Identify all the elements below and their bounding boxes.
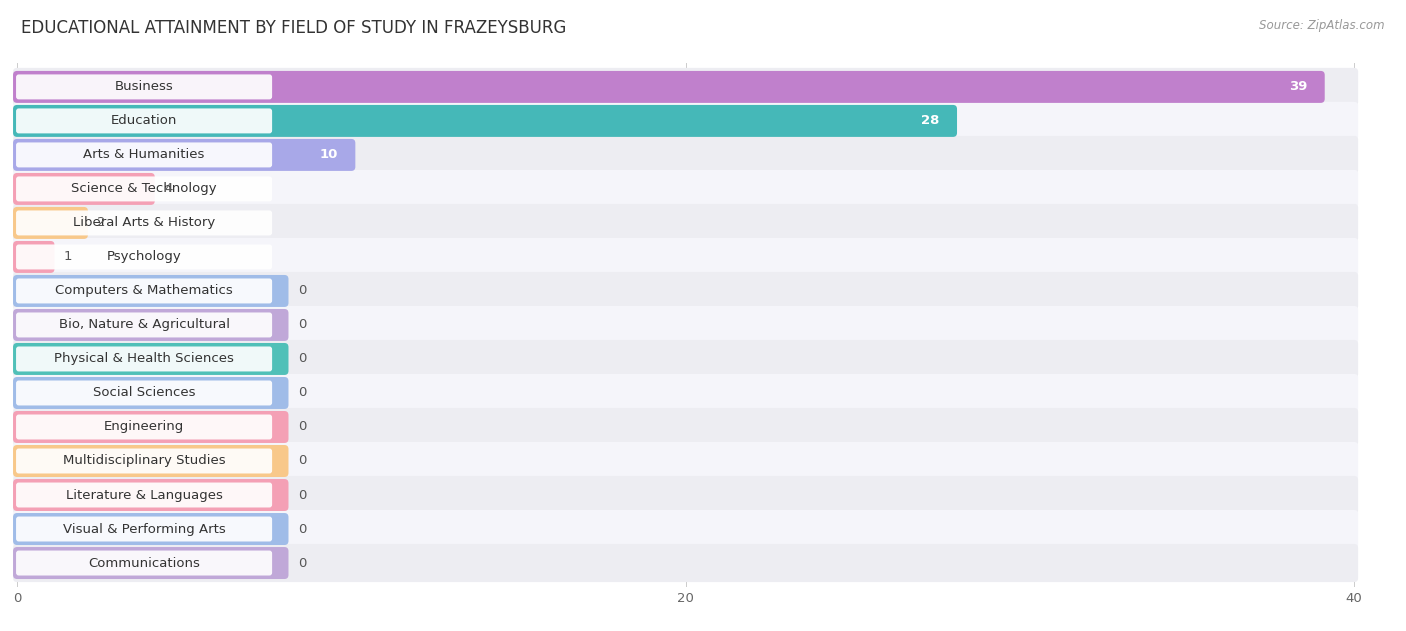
FancyBboxPatch shape [13, 105, 957, 137]
FancyBboxPatch shape [15, 278, 273, 304]
Text: 0: 0 [298, 319, 307, 331]
FancyBboxPatch shape [13, 102, 1358, 140]
Text: Bio, Nature & Agricultural: Bio, Nature & Agricultural [59, 319, 229, 331]
FancyBboxPatch shape [13, 173, 155, 205]
FancyBboxPatch shape [13, 510, 1358, 548]
FancyBboxPatch shape [13, 513, 288, 545]
FancyBboxPatch shape [13, 476, 1358, 514]
FancyBboxPatch shape [13, 377, 288, 409]
Text: EDUCATIONAL ATTAINMENT BY FIELD OF STUDY IN FRAZEYSBURG: EDUCATIONAL ATTAINMENT BY FIELD OF STUDY… [21, 19, 567, 37]
Text: 4: 4 [165, 182, 173, 196]
FancyBboxPatch shape [15, 244, 273, 269]
FancyBboxPatch shape [13, 71, 1324, 103]
Text: Communications: Communications [89, 557, 200, 570]
Text: Visual & Performing Arts: Visual & Performing Arts [63, 522, 225, 536]
Text: 0: 0 [298, 557, 307, 570]
Text: 0: 0 [298, 386, 307, 399]
Text: 39: 39 [1289, 80, 1308, 93]
FancyBboxPatch shape [13, 207, 89, 239]
Text: 0: 0 [298, 420, 307, 433]
Text: Education: Education [111, 114, 177, 127]
Text: 2: 2 [97, 216, 105, 230]
Text: Multidisciplinary Studies: Multidisciplinary Studies [63, 454, 225, 468]
FancyBboxPatch shape [15, 177, 273, 201]
Text: Literature & Languages: Literature & Languages [66, 488, 222, 502]
Text: 1: 1 [63, 251, 72, 264]
FancyBboxPatch shape [13, 204, 1358, 242]
Text: Science & Technology: Science & Technology [72, 182, 217, 196]
Text: Social Sciences: Social Sciences [93, 386, 195, 399]
FancyBboxPatch shape [15, 483, 273, 507]
Text: Liberal Arts & History: Liberal Arts & History [73, 216, 215, 230]
FancyBboxPatch shape [13, 139, 356, 171]
FancyBboxPatch shape [15, 109, 273, 133]
Text: 0: 0 [298, 522, 307, 536]
FancyBboxPatch shape [13, 275, 288, 307]
Text: 0: 0 [298, 353, 307, 365]
Text: Arts & Humanities: Arts & Humanities [83, 148, 205, 162]
Text: Source: ZipAtlas.com: Source: ZipAtlas.com [1260, 19, 1385, 32]
FancyBboxPatch shape [15, 415, 273, 439]
FancyBboxPatch shape [13, 306, 1358, 344]
Text: 10: 10 [319, 148, 337, 162]
Text: Psychology: Psychology [107, 251, 181, 264]
FancyBboxPatch shape [15, 74, 273, 100]
Text: Engineering: Engineering [104, 420, 184, 433]
FancyBboxPatch shape [15, 312, 273, 338]
Text: Physical & Health Sciences: Physical & Health Sciences [55, 353, 233, 365]
FancyBboxPatch shape [13, 136, 1358, 174]
FancyBboxPatch shape [13, 343, 288, 375]
Text: 0: 0 [298, 285, 307, 297]
FancyBboxPatch shape [13, 479, 288, 511]
Text: 0: 0 [298, 488, 307, 502]
FancyBboxPatch shape [15, 517, 273, 541]
FancyBboxPatch shape [13, 272, 1358, 310]
FancyBboxPatch shape [13, 547, 288, 579]
FancyBboxPatch shape [15, 550, 273, 575]
Text: 0: 0 [298, 454, 307, 468]
FancyBboxPatch shape [13, 170, 1358, 208]
FancyBboxPatch shape [13, 544, 1358, 582]
FancyBboxPatch shape [13, 408, 1358, 446]
FancyBboxPatch shape [15, 143, 273, 167]
FancyBboxPatch shape [15, 449, 273, 473]
FancyBboxPatch shape [13, 241, 55, 273]
FancyBboxPatch shape [13, 442, 1358, 480]
FancyBboxPatch shape [13, 340, 1358, 378]
FancyBboxPatch shape [13, 309, 288, 341]
FancyBboxPatch shape [13, 445, 288, 477]
FancyBboxPatch shape [13, 411, 288, 443]
Text: Computers & Mathematics: Computers & Mathematics [55, 285, 233, 297]
Text: 28: 28 [921, 114, 939, 127]
FancyBboxPatch shape [13, 374, 1358, 412]
FancyBboxPatch shape [15, 380, 273, 406]
FancyBboxPatch shape [15, 211, 273, 235]
Text: Business: Business [115, 80, 173, 93]
FancyBboxPatch shape [13, 68, 1358, 106]
FancyBboxPatch shape [15, 346, 273, 372]
FancyBboxPatch shape [13, 238, 1358, 276]
